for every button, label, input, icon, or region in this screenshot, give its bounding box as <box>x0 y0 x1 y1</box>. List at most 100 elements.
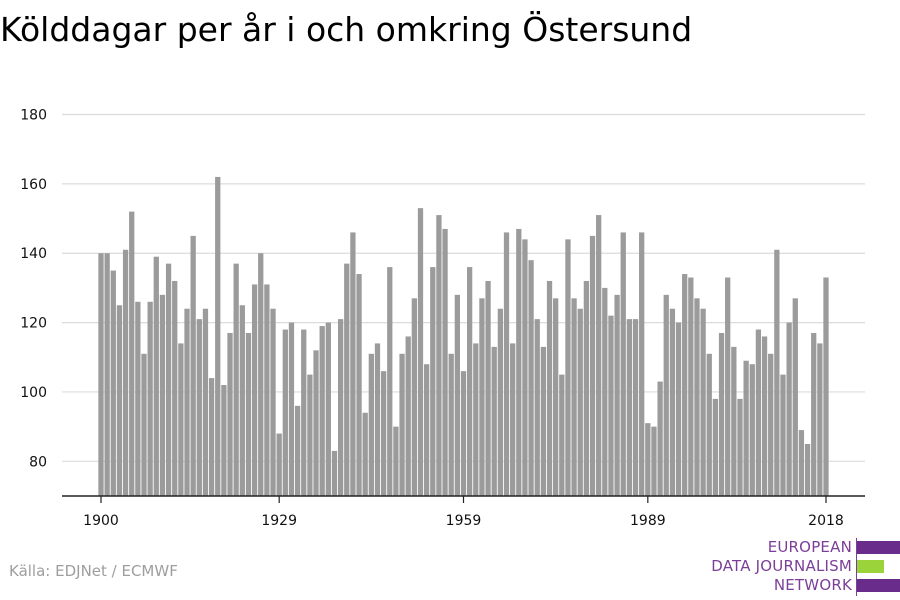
bar-1901 <box>104 253 110 496</box>
bar-1905 <box>129 211 135 497</box>
bar-1964 <box>491 346 497 496</box>
x-tick-label-1900: 1900 <box>83 513 119 529</box>
x-axis-ticks: 1900 1929 1959 1989 2018 <box>83 496 844 529</box>
bar-1913 <box>178 343 184 496</box>
bar-1921 <box>227 333 233 496</box>
y-tick-label-180: 180 <box>20 108 47 124</box>
bar-2009 <box>768 353 774 496</box>
bar-1927 <box>264 284 270 496</box>
bar-1971 <box>534 319 540 496</box>
bar-1976 <box>565 239 571 496</box>
bars <box>98 176 829 497</box>
logo-bar-top <box>857 541 900 554</box>
bar-2015 <box>804 443 811 496</box>
bar-1989 <box>645 423 651 496</box>
bar-1910 <box>159 294 166 496</box>
bar-1997 <box>694 298 700 496</box>
logo-line-network: NETWORK <box>773 576 852 594</box>
bar-2014 <box>798 430 805 496</box>
bar-2005 <box>743 360 749 496</box>
bar-1914 <box>184 308 190 496</box>
bar-2013 <box>792 298 798 496</box>
bar-1994 <box>675 322 682 496</box>
bar-1920 <box>221 385 227 496</box>
bar-1903 <box>116 305 123 496</box>
bar-1941 <box>350 232 356 497</box>
bar-1956 <box>442 228 448 496</box>
bar-1945 <box>374 343 381 496</box>
bar-1966 <box>503 232 510 497</box>
x-tick-label-1989: 1989 <box>630 513 666 529</box>
bar-1902 <box>110 270 116 496</box>
bar-1996 <box>688 277 694 496</box>
bar-1961 <box>473 343 479 496</box>
bar-1916 <box>196 319 202 496</box>
bar-1987 <box>632 319 639 496</box>
bar-1908 <box>147 301 153 496</box>
logo-divider <box>856 538 857 596</box>
bar-1931 <box>288 322 295 496</box>
bar-1948 <box>393 426 399 496</box>
y-tick-label-120: 120 <box>20 316 47 332</box>
bar-2008 <box>761 336 768 496</box>
y-tick-label-140: 140 <box>20 246 47 262</box>
x-tick-label-1929: 1929 <box>261 513 297 529</box>
bar-1986 <box>626 319 633 496</box>
x-tick-label-1959: 1959 <box>446 513 482 529</box>
bar-1959 <box>460 371 467 496</box>
bar-1955 <box>436 215 442 496</box>
bar-1970 <box>528 260 534 496</box>
bar-2003 <box>731 346 737 496</box>
bar-1922 <box>233 263 239 496</box>
bar-1940 <box>344 263 350 496</box>
bar-1942 <box>356 274 362 496</box>
bar-1977 <box>571 298 577 496</box>
bar-1944 <box>368 353 374 496</box>
bar-1954 <box>430 267 436 496</box>
edjnet-logo: EUROPEAN DATA JOURNALISM NETWORK <box>700 538 900 596</box>
bar-1936 <box>319 326 325 496</box>
bar-2017 <box>817 343 823 496</box>
bar-1991 <box>657 381 663 496</box>
bar-1969 <box>522 239 528 496</box>
bar-1943 <box>362 412 368 496</box>
logo-line-data-journalism: DATA JOURNALISM <box>711 557 852 575</box>
logo-bar-bottom <box>857 579 900 592</box>
source-note: Källa: EDJNet / ECMWF <box>9 562 178 580</box>
bar-1958 <box>454 294 460 496</box>
bar-1923 <box>239 305 245 496</box>
bar-1985 <box>620 232 626 497</box>
bar-1937 <box>325 322 331 496</box>
y-tick-label-80: 80 <box>29 454 47 470</box>
bar-1912 <box>172 280 178 496</box>
y-tick-label-160: 160 <box>20 177 47 193</box>
bar-1934 <box>307 374 313 496</box>
bar-1988 <box>639 232 645 497</box>
bar-1968 <box>516 228 522 496</box>
bar-1935 <box>313 350 319 496</box>
bar-2011 <box>780 374 786 496</box>
bar-1938 <box>331 450 338 496</box>
bar-1904 <box>122 249 129 496</box>
bar-1995 <box>682 274 688 496</box>
bar-1957 <box>448 353 454 496</box>
bar-2002 <box>725 277 731 496</box>
bar-1980 <box>589 235 596 496</box>
bar-1929 <box>276 433 282 496</box>
bar-1992 <box>663 294 669 496</box>
bar-1981 <box>596 215 602 496</box>
bar-1990 <box>651 426 657 496</box>
bar-1950 <box>405 336 411 496</box>
bar-1932 <box>294 405 301 496</box>
bar-1947 <box>387 267 393 496</box>
bar-1924 <box>245 333 252 496</box>
bar-2004 <box>737 398 743 496</box>
bar-1933 <box>301 329 307 496</box>
bar-1926 <box>258 253 264 496</box>
bar-1975 <box>559 374 565 496</box>
bar-2016 <box>811 333 817 496</box>
bar-1939 <box>337 319 344 496</box>
bar-1978 <box>577 308 583 496</box>
bar-1979 <box>583 280 590 496</box>
